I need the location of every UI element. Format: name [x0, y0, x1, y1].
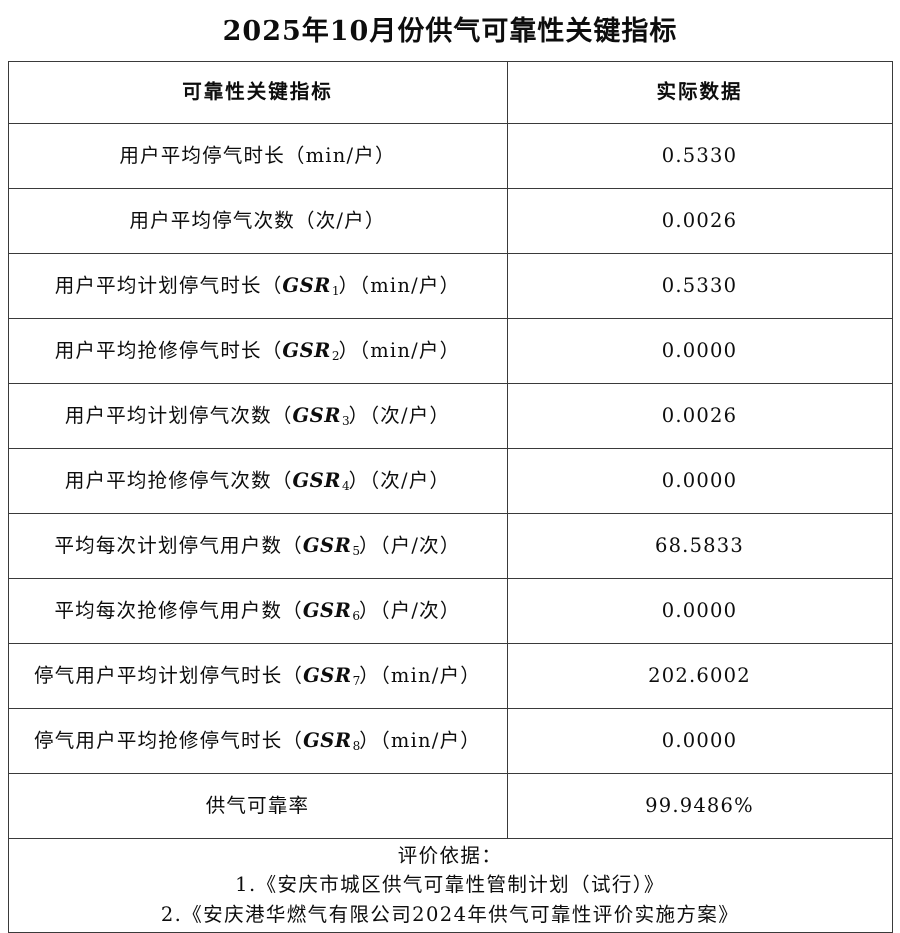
gsr-symbol: GSR4 [292, 468, 350, 493]
metric-name-suffix: ）（min/户） [359, 663, 481, 687]
metric-name-cell: 用户平均停气时长（min/户） [7, 122, 508, 189]
metric-name-prefix: 停气用户平均计划停气时长（ [34, 663, 304, 687]
gsr-label: GSR [282, 273, 331, 297]
gsr-label: GSR [302, 598, 352, 622]
metric-name-suffix: ）（次/户） [348, 403, 451, 427]
metric-name-suffix: ）（min/户） [338, 338, 461, 362]
metric-name-cell: 平均每次计划停气用户数（GSR5）（户/次） [7, 512, 508, 579]
gsr-subscript: 5 [352, 543, 360, 558]
table-row: 用户平均停气时长（min/户） 0.5330 [7, 122, 893, 189]
notes-item: 1.《安庆市城区供气可靠性管制计划（试行）》 [235, 873, 665, 897]
metric-value-cell: 0.0000 [506, 317, 893, 384]
column-header-metric: 可靠性关键指标 [7, 60, 508, 124]
table-header-row: 可靠性关键指标 实际数据 [7, 60, 893, 124]
metric-name-suffix: ）（min/户） [359, 728, 481, 752]
gsr-subscript: 3 [341, 413, 350, 428]
column-header-value: 实际数据 [506, 60, 893, 124]
metric-name-prefix: 用户平均抢修停气次数（ [64, 468, 293, 492]
metric-name-prefix: 用户平均计划停气时长（ [54, 273, 283, 297]
metric-name-prefix: 平均每次抢修停气用户数（ [54, 598, 303, 622]
notes-item: 2.《安庆港华燃气有限公司2024年供气可靠性评价实施方案》 [160, 902, 740, 926]
metric-value-cell: 0.0000 [506, 707, 893, 774]
metric-name-cell: 停气用户平均抢修停气时长（GSR8）（min/户） [7, 707, 508, 774]
notes-heading: 评价依据： [397, 843, 503, 867]
gsr-label: GSR [303, 663, 352, 687]
reliability-metrics-table: 可靠性关键指标 实际数据 用户平均停气时长（min/户） 0.5330 用户平均停气… [7, 60, 893, 933]
gsr-symbol: GSR5 [302, 533, 360, 558]
table-row: 平均每次抢修停气用户数（GSR6）（户/次） 0.0000 [7, 577, 893, 644]
table-row: 用户平均停气次数（次/户） 0.0026 [7, 187, 893, 254]
gsr-subscript: 2 [331, 348, 340, 363]
metric-name-cell: 停气用户平均计划停气时长（GSR7）（min/户） [7, 642, 508, 709]
metric-name-suffix: ）（户/次） [359, 533, 461, 557]
gsr-subscript: 6 [352, 608, 360, 623]
metric-value-cell: 202.6002 [506, 642, 893, 709]
metric-name-cell: 用户平均停气次数（次/户） [7, 187, 508, 254]
metric-value-cell: 68.5833 [506, 512, 893, 579]
gsr-symbol: GSR6 [302, 598, 360, 623]
evaluation-basis-cell: 评价依据： 1.《安庆市城区供气可靠性管制计划（试行）》 2.《安庆港华燃气有限公司… [7, 837, 893, 933]
table-body: 可靠性关键指标 实际数据 用户平均停气时长（min/户） 0.5330 用户平均停气… [7, 60, 893, 933]
metric-name-suffix: ）（次/户） [348, 468, 451, 492]
metric-value-cell: 0.5330 [506, 252, 893, 319]
gsr-symbol: GSR1 [282, 273, 340, 298]
document-page: 2025年10月份供气可靠性关键指标 可靠性关键指标 实际数据 用户平均停气时长… [7, 16, 893, 933]
metric-value-cell: 0.0026 [506, 382, 893, 449]
gsr-subscript: 1 [331, 283, 340, 298]
metric-name-cell: 用户平均抢修停气时长（GSR2）（min/户） [7, 317, 508, 384]
table-row: 用户平均抢修停气时长（GSR2）（min/户） 0.0000 [7, 317, 893, 384]
gsr-label: GSR [292, 403, 341, 427]
table-row: 停气用户平均抢修停气时长（GSR8）（min/户） 0.0000 [7, 707, 893, 774]
metric-name-cell: 用户平均计划停气时长（GSR1）（min/户） [7, 252, 508, 319]
metric-value-cell: 0.0026 [506, 187, 893, 254]
metric-name-prefix: 用户平均抢修停气时长（ [54, 338, 283, 362]
table-row: 用户平均计划停气时长（GSR1）（min/户） 0.5330 [7, 252, 893, 319]
table-row: 用户平均抢修停气次数（GSR4）（次/户） 0.0000 [7, 447, 893, 514]
gsr-symbol: GSR8 [303, 728, 361, 753]
metric-name-prefix: 用户平均计划停气次数（ [64, 403, 293, 427]
metric-name-cell: 平均每次抢修停气用户数（GSR6）（户/次） [7, 577, 508, 644]
page-title: 2025年10月份供气可靠性关键指标 [222, 16, 678, 47]
metric-value-cell: 0.0000 [506, 447, 893, 514]
gsr-symbol: GSR2 [282, 338, 340, 363]
metric-value-cell: 99.9486% [506, 772, 893, 839]
metric-value-cell: 0.5330 [506, 122, 893, 189]
notes-row: 评价依据： 1.《安庆市城区供气可靠性管制计划（试行）》 2.《安庆港华燃气有限公司… [7, 837, 893, 933]
gsr-label: GSR [292, 468, 341, 492]
metric-name-prefix: 停气用户平均抢修停气时长（ [34, 728, 304, 752]
gsr-label: GSR [303, 728, 352, 752]
metric-name-cell: 供气可靠率 [7, 772, 508, 839]
metric-value-cell: 0.0000 [506, 577, 893, 644]
gsr-symbol: GSR7 [303, 663, 361, 688]
gsr-label: GSR [282, 338, 331, 362]
table-row: 停气用户平均计划停气时长（GSR7）（min/户） 202.6002 [7, 642, 893, 709]
gsr-subscript: 7 [352, 673, 361, 688]
table-row: 平均每次计划停气用户数（GSR5）（户/次） 68.5833 [7, 512, 893, 579]
metric-name-suffix: ）（户/次） [359, 598, 461, 622]
gsr-symbol: GSR3 [292, 403, 350, 428]
gsr-subscript: 4 [341, 478, 350, 493]
metric-name-suffix: ）（min/户） [338, 273, 461, 297]
metric-name-cell: 用户平均抢修停气次数（GSR4）（次/户） [7, 447, 508, 514]
table-row: 供气可靠率 99.9486% [7, 772, 893, 839]
metric-name-prefix: 平均每次计划停气用户数（ [54, 533, 303, 557]
metric-name-cell: 用户平均计划停气次数（GSR3）（次/户） [7, 382, 508, 449]
table-row: 用户平均计划停气次数（GSR3）（次/户） 0.0026 [7, 382, 893, 449]
gsr-subscript: 8 [352, 738, 361, 753]
gsr-label: GSR [302, 533, 352, 557]
